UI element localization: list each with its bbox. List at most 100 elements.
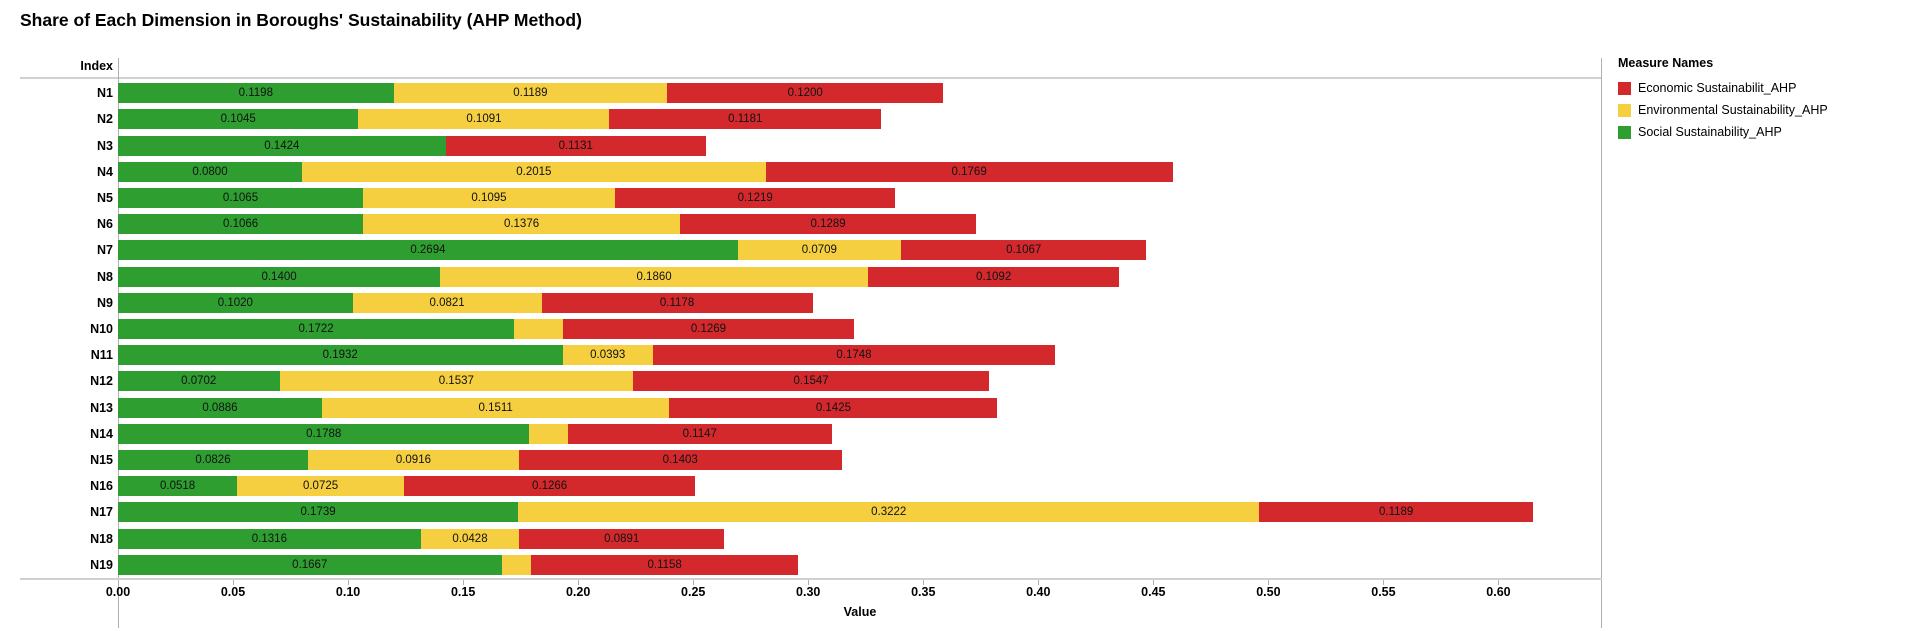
- bar-segment[interactable]: 0.2694: [118, 240, 738, 261]
- bar-segment[interactable]: 0.0518: [118, 476, 238, 497]
- axis-tick-label: 0.45: [1141, 585, 1166, 599]
- row-label[interactable]: N13: [90, 400, 113, 415]
- bar-segment[interactable]: 0.1266: [403, 476, 696, 497]
- bar-segment[interactable]: 0.1769: [765, 161, 1173, 182]
- bar-segment[interactable]: 0.1403: [518, 449, 842, 470]
- row-label[interactable]: N7: [97, 243, 113, 258]
- bar-segment[interactable]: 0.1289: [679, 214, 977, 235]
- bar-segment[interactable]: 0.1316: [118, 528, 421, 549]
- axis-tick-label: 0.50: [1256, 585, 1281, 599]
- bar-segment[interactable]: 0.1424: [118, 135, 446, 156]
- bar-segment[interactable]: 0.1131: [445, 135, 706, 156]
- bar-segment[interactable]: 0.0702: [118, 371, 280, 392]
- bar-segment[interactable]: 0.1020: [118, 292, 353, 313]
- bar-segment[interactable]: 0.0709: [737, 240, 901, 261]
- axis-tick-label: 0.60: [1486, 585, 1511, 599]
- axis-tick: [233, 580, 235, 585]
- bar-segment[interactable]: 0.1065: [118, 187, 364, 208]
- bar-segment[interactable]: 0.0393: [562, 345, 653, 366]
- bar-segment[interactable]: 0.1219: [614, 187, 896, 208]
- bar-segment[interactable]: 0.0916: [308, 449, 519, 470]
- bar-segment-label: 0.1739: [300, 506, 336, 519]
- bar-segment[interactable]: 0.1178: [541, 292, 813, 313]
- bar-segment[interactable]: 0.1400: [118, 266, 441, 287]
- row-label[interactable]: N11: [90, 348, 113, 363]
- bar-segment[interactable]: 0.1667: [118, 554, 502, 575]
- bar-segment[interactable]: 0.0826: [118, 449, 309, 470]
- bar-segment[interactable]: 0.0821: [352, 292, 542, 313]
- bar-segment[interactable]: 0.0725: [237, 476, 404, 497]
- bar-segment[interactable]: 0.1932: [118, 345, 563, 366]
- bar-segment[interactable]: 0.3222: [518, 502, 1260, 523]
- axis-tick-label: 0.40: [1026, 585, 1051, 599]
- legend-item[interactable]: Social Sustainability_AHP: [1618, 121, 1903, 143]
- bar-segment[interactable]: 0.1200: [667, 83, 944, 104]
- row-label[interactable]: N2: [97, 112, 113, 127]
- bar-segment[interactable]: 0.1095: [363, 187, 615, 208]
- legend-item-label: Social Sustainability_AHP: [1638, 125, 1782, 139]
- pane-right-border: [1601, 58, 1602, 628]
- bar-segment[interactable]: 0.1147: [567, 423, 832, 444]
- bar-segment[interactable]: 0.0428: [420, 528, 520, 549]
- bar-segment[interactable]: 0.0891: [519, 528, 725, 549]
- bar-segment[interactable]: 0.1425: [669, 397, 998, 418]
- bar-segment[interactable]: 0.1547: [633, 371, 990, 392]
- row-label[interactable]: N18: [90, 531, 113, 546]
- bar-segment[interactable]: 0.1189: [393, 83, 668, 104]
- bar-segment[interactable]: 0.1376: [363, 214, 680, 235]
- bar-segment[interactable]: 0.0886: [118, 397, 322, 418]
- bar-segment-label: 0.1266: [532, 480, 568, 493]
- row-label[interactable]: N14: [90, 426, 113, 441]
- row-label[interactable]: N17: [90, 505, 113, 520]
- table-row: N14 0.1788 0.1147: [20, 421, 1602, 447]
- bar-segment[interactable]: 0.1722: [118, 318, 515, 339]
- bar-segment-label: 0.1219: [737, 191, 773, 204]
- bar-segment[interactable]: 0.1066: [118, 214, 364, 235]
- bar-segment[interactable]: [529, 423, 568, 444]
- row-label[interactable]: N4: [97, 164, 113, 179]
- bar-segment[interactable]: 0.1181: [609, 109, 882, 130]
- row-label[interactable]: N3: [97, 138, 113, 153]
- bar-segment[interactable]: [514, 318, 563, 339]
- bar-segment[interactable]: 0.1537: [279, 371, 634, 392]
- table-row: N7 0.2694 0.0709 0.1067: [20, 237, 1602, 263]
- row-label[interactable]: N12: [90, 374, 113, 389]
- bar-segment-label: 0.1425: [815, 401, 851, 414]
- bar-segment[interactable]: 0.1269: [562, 318, 855, 339]
- bar-segment[interactable]: 0.0800: [118, 161, 303, 182]
- row-label[interactable]: N1: [97, 86, 113, 101]
- bar-segment-label: 0.1722: [298, 322, 334, 335]
- x-axis-line: [20, 578, 1602, 580]
- bar-segment[interactable]: 0.1067: [900, 240, 1147, 261]
- bar-segment[interactable]: 0.1091: [358, 109, 610, 130]
- axis-tick: [923, 580, 925, 585]
- row-label[interactable]: N6: [97, 217, 113, 232]
- bar-segment-label: 0.0800: [192, 165, 228, 178]
- legend-item[interactable]: Environmental Sustainability_AHP: [1618, 99, 1903, 121]
- bar-segment-label: 0.1065: [222, 191, 259, 204]
- row-label[interactable]: N8: [97, 269, 113, 284]
- row-label[interactable]: N5: [97, 190, 113, 205]
- bar-segment-label: 0.1091: [466, 113, 502, 126]
- bar-segment[interactable]: 0.1748: [652, 345, 1056, 366]
- legend-item[interactable]: Economic Sustainabilit_AHP: [1618, 77, 1903, 99]
- bar-segment[interactable]: [501, 554, 532, 575]
- row-label[interactable]: N9: [97, 295, 113, 310]
- bar-segment[interactable]: 0.1198: [118, 83, 394, 104]
- table-row: N9 0.1020 0.0821 0.1178: [20, 290, 1602, 316]
- bar-segment[interactable]: 0.1189: [1259, 502, 1533, 523]
- bar-segment[interactable]: 0.1739: [118, 502, 519, 523]
- bar-segment-label: 0.1147: [682, 427, 717, 440]
- table-row: N6 0.1066 0.1376 0.1289: [20, 211, 1602, 237]
- bar-segment[interactable]: 0.1788: [118, 423, 530, 444]
- row-label[interactable]: N16: [90, 479, 113, 494]
- bar-segment[interactable]: 0.1092: [868, 266, 1120, 287]
- bar-segment[interactable]: 0.1511: [321, 397, 670, 418]
- row-label[interactable]: N10: [90, 321, 113, 336]
- bar-segment[interactable]: 0.1158: [531, 554, 798, 575]
- row-label[interactable]: N15: [90, 452, 113, 467]
- bar-segment[interactable]: 0.2015: [302, 161, 766, 182]
- bar-segment[interactable]: 0.1045: [118, 109, 359, 130]
- row-label[interactable]: N19: [90, 557, 113, 572]
- bar-segment[interactable]: 0.1860: [440, 266, 869, 287]
